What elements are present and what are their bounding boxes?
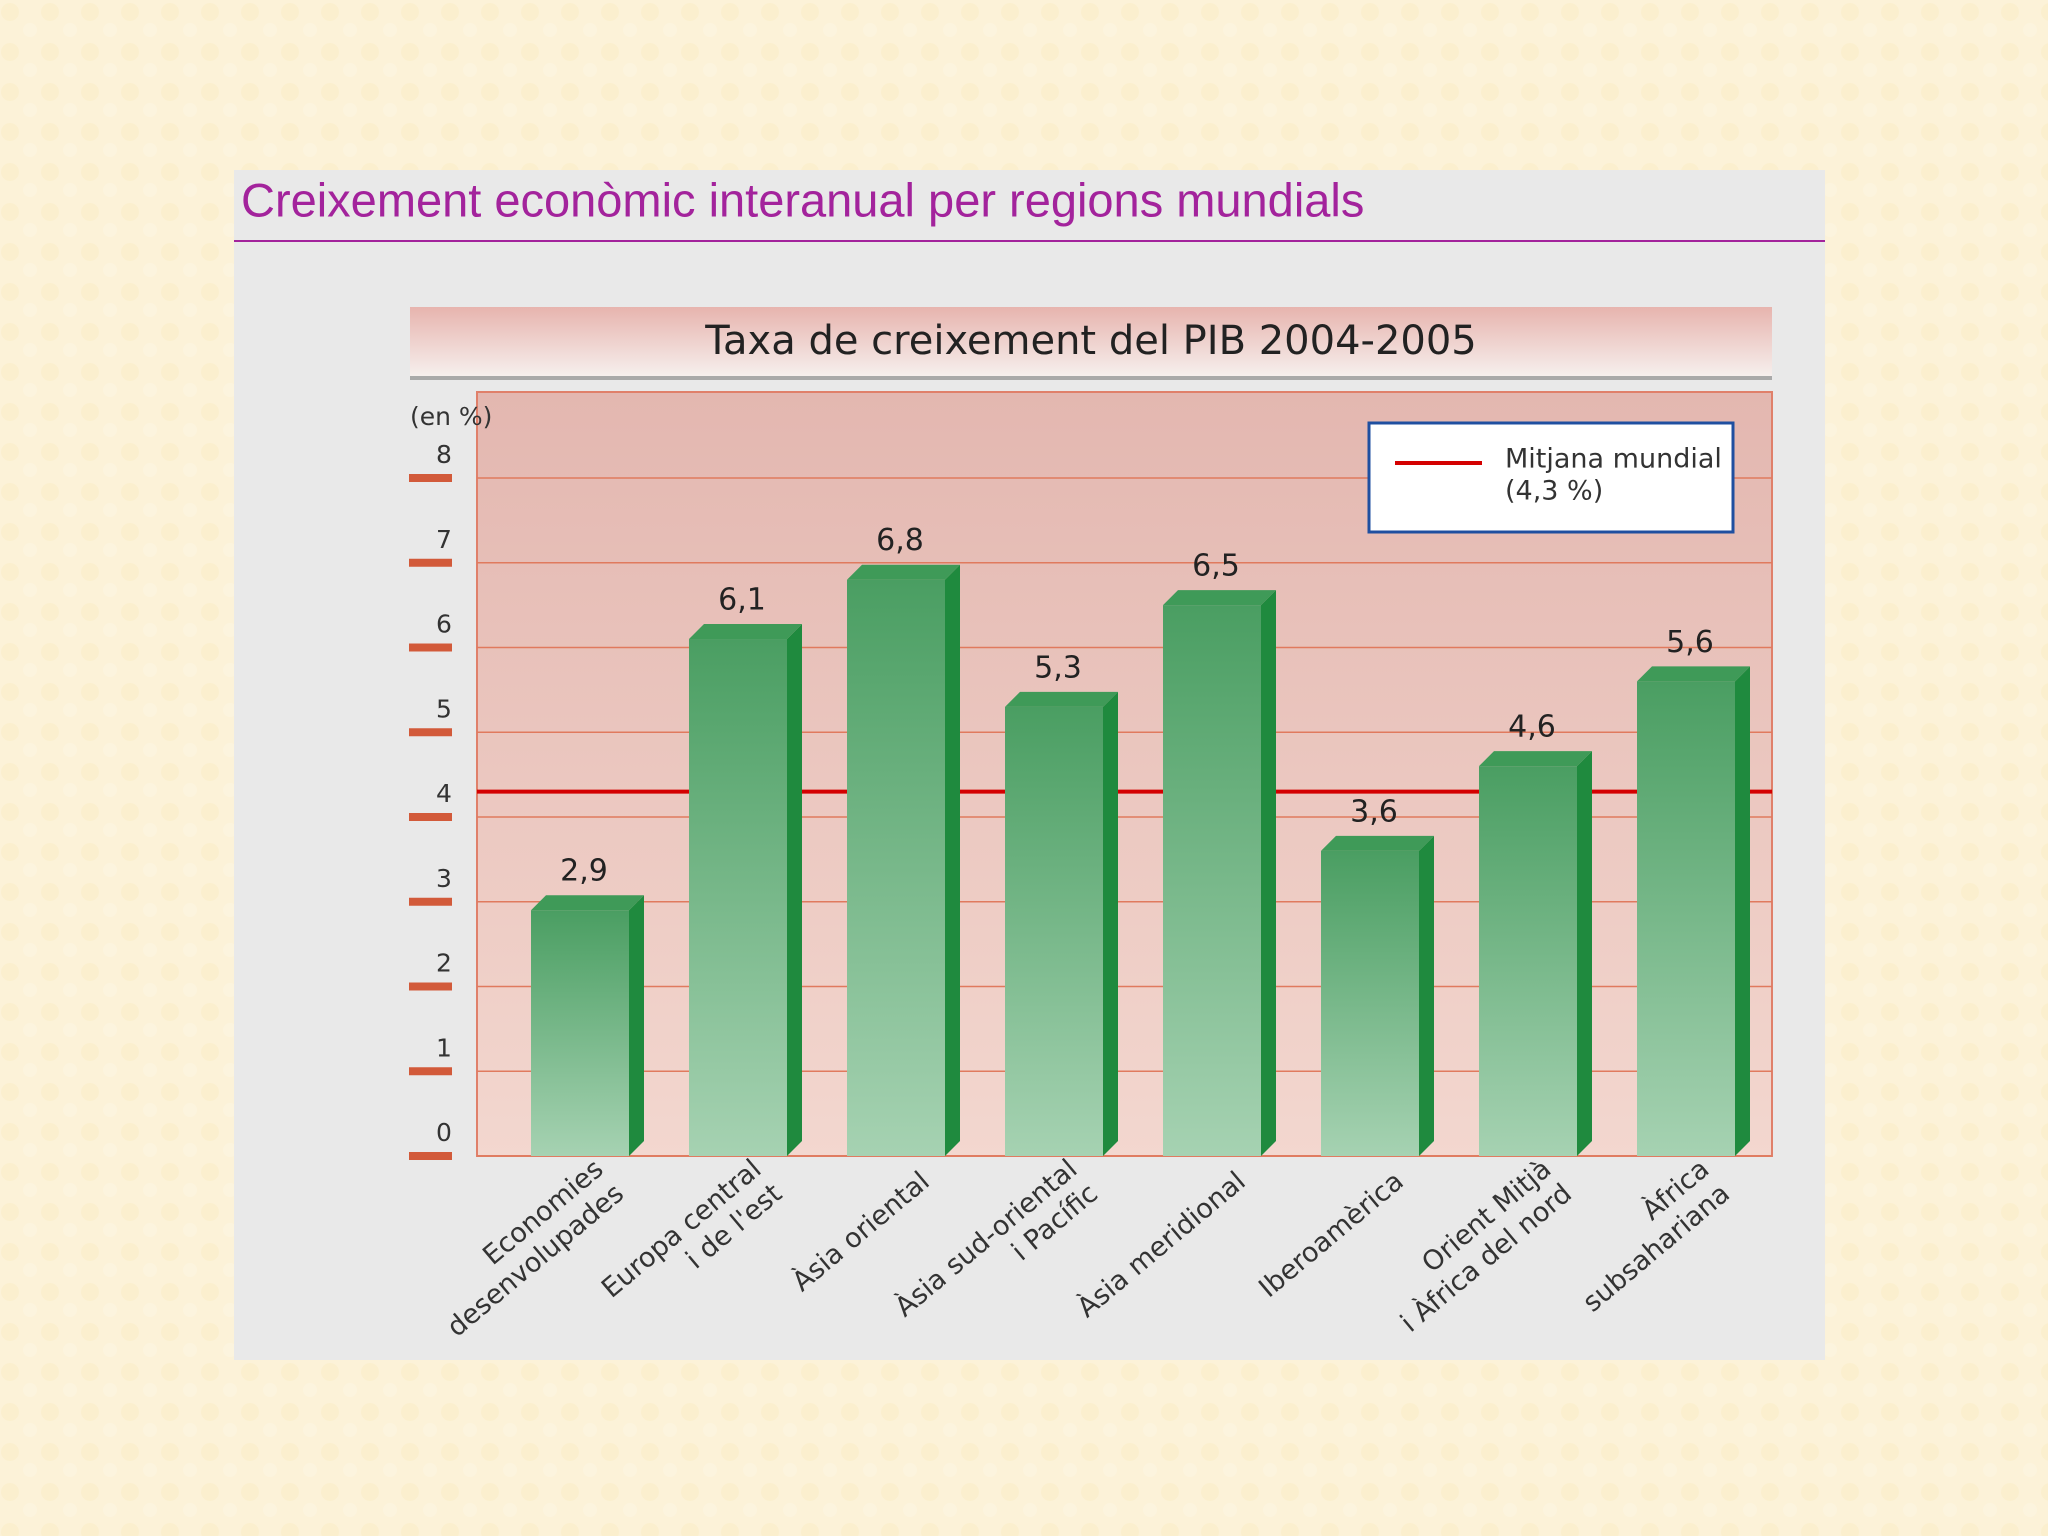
value-label: 5,3: [1034, 650, 1082, 685]
bar: [1321, 850, 1419, 1156]
bar-side: [1103, 691, 1118, 1156]
legend-value-label: (4,3 %): [1505, 476, 1603, 507]
bar-side: [1577, 751, 1592, 1156]
value-label: 6,5: [1192, 549, 1240, 584]
legend-label: Mitjana mundial: [1505, 444, 1722, 475]
y-tick-label: 1: [436, 1033, 452, 1062]
y-tick-mark: [409, 1152, 452, 1160]
chart-title-band: [410, 307, 1772, 377]
bar: [1637, 681, 1735, 1156]
y-tick-label: 3: [436, 864, 452, 893]
y-tick-mark: [409, 1067, 452, 1076]
bar: [689, 639, 787, 1156]
value-label: 6,8: [876, 523, 924, 558]
legend-box: [1367, 421, 1735, 534]
y-tick-mark: [409, 643, 452, 652]
y-tick-label: 4: [436, 779, 452, 808]
value-label: 4,6: [1508, 710, 1556, 745]
bar-side: [1261, 590, 1276, 1156]
y-tick-label: 5: [436, 694, 452, 723]
bar-top: [531, 895, 644, 911]
y-tick-label: 2: [436, 949, 452, 978]
bar-top: [1321, 835, 1434, 851]
value-label: 3,6: [1350, 794, 1398, 829]
value-label: 6,1: [718, 583, 766, 618]
bar-top: [1637, 666, 1750, 682]
page-title: Creixement econòmic interanual per regio…: [241, 173, 1364, 226]
y-tick-mark: [409, 558, 452, 567]
bar-top: [689, 624, 802, 640]
bar-top: [1479, 751, 1592, 767]
value-label: 2,9: [560, 854, 608, 889]
y-axis-label: (en %): [410, 402, 492, 431]
bar: [1005, 706, 1103, 1156]
bar: [1479, 766, 1577, 1156]
bar-side: [787, 624, 802, 1156]
bar-side: [945, 564, 960, 1156]
value-label: 5,6: [1666, 625, 1714, 660]
bar-top: [1163, 590, 1276, 606]
legend: Mitjana mundial (4,3 %): [1367, 421, 1735, 534]
y-tick-label: 0: [436, 1118, 452, 1147]
bar-side: [629, 895, 644, 1156]
bar-top: [847, 564, 960, 580]
bar-top: [1005, 691, 1118, 707]
bar: [1163, 605, 1261, 1156]
bar-side: [1419, 835, 1434, 1156]
y-tick-mark: [409, 982, 452, 991]
y-tick-label: 6: [436, 610, 452, 639]
bar: [531, 910, 629, 1156]
y-tick-mark: [409, 897, 452, 906]
chart-title: Taxa de creixement del PIB 2004-2005: [704, 318, 1477, 364]
y-tick-mark: [409, 813, 452, 821]
bar: [847, 579, 945, 1156]
y-tick-label: 8: [436, 440, 452, 469]
bar-side: [1735, 666, 1750, 1156]
y-tick-label: 7: [436, 525, 452, 554]
y-tick-mark: [409, 728, 452, 737]
y-tick-mark: [409, 474, 452, 482]
